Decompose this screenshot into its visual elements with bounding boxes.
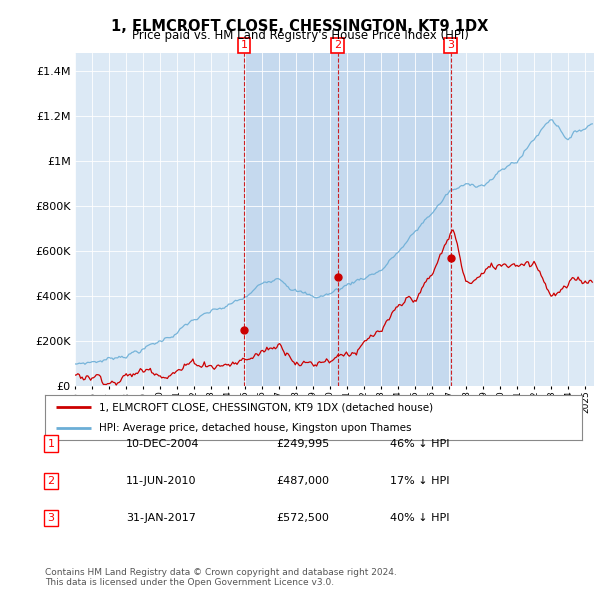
Bar bbox=[338, 53, 451, 386]
Text: £487,000: £487,000 bbox=[276, 476, 329, 486]
Text: 1: 1 bbox=[47, 439, 55, 448]
Text: 3: 3 bbox=[47, 513, 55, 523]
Text: 3: 3 bbox=[447, 40, 454, 50]
Text: Price paid vs. HM Land Registry's House Price Index (HPI): Price paid vs. HM Land Registry's House … bbox=[131, 30, 469, 42]
Text: 2: 2 bbox=[334, 40, 341, 50]
Text: 10-DEC-2004: 10-DEC-2004 bbox=[126, 439, 199, 448]
Text: 2: 2 bbox=[47, 476, 55, 486]
Text: 46% ↓ HPI: 46% ↓ HPI bbox=[390, 439, 449, 448]
Text: Contains HM Land Registry data © Crown copyright and database right 2024.
This d: Contains HM Land Registry data © Crown c… bbox=[45, 568, 397, 587]
Text: 31-JAN-2017: 31-JAN-2017 bbox=[126, 513, 196, 523]
Text: 11-JUN-2010: 11-JUN-2010 bbox=[126, 476, 197, 486]
Text: £249,995: £249,995 bbox=[276, 439, 329, 448]
Text: 1, ELMCROFT CLOSE, CHESSINGTON, KT9 1DX (detached house): 1, ELMCROFT CLOSE, CHESSINGTON, KT9 1DX … bbox=[98, 402, 433, 412]
Bar bbox=[244, 53, 338, 386]
Text: 1: 1 bbox=[241, 40, 248, 50]
Text: 1, ELMCROFT CLOSE, CHESSINGTON, KT9 1DX: 1, ELMCROFT CLOSE, CHESSINGTON, KT9 1DX bbox=[112, 19, 488, 34]
Text: 40% ↓ HPI: 40% ↓ HPI bbox=[390, 513, 449, 523]
Text: £572,500: £572,500 bbox=[276, 513, 329, 523]
Text: 17% ↓ HPI: 17% ↓ HPI bbox=[390, 476, 449, 486]
Text: HPI: Average price, detached house, Kingston upon Thames: HPI: Average price, detached house, King… bbox=[98, 422, 411, 432]
